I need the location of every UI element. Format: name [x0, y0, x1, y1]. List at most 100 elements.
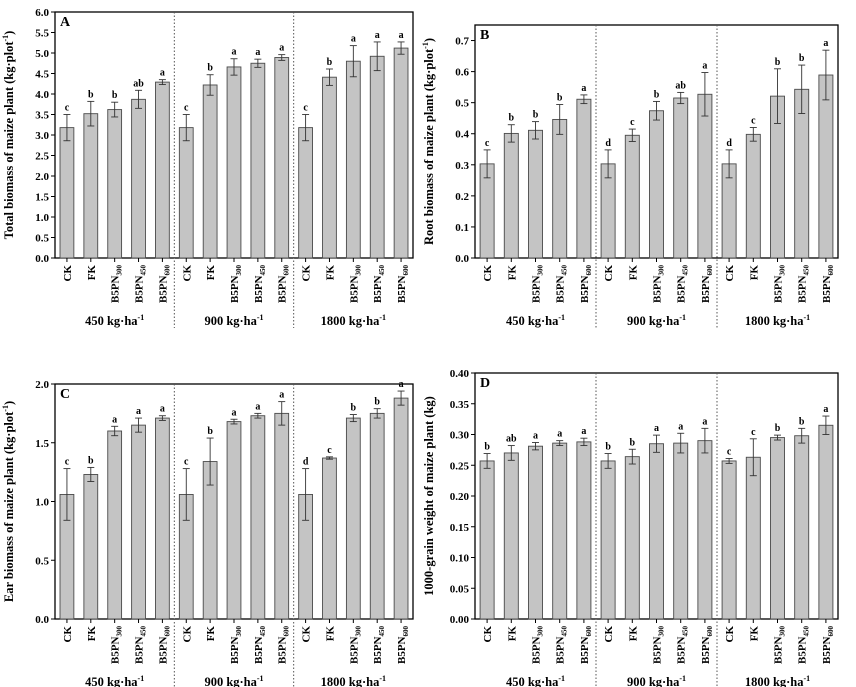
significance-letter: b — [374, 397, 380, 408]
bar — [697, 93, 713, 259]
y-tick-label: 2.0 — [35, 171, 49, 183]
significance-letter: a — [279, 43, 284, 54]
y-tick-label: 0.2 — [455, 191, 469, 203]
category-label: FK — [205, 626, 217, 642]
category-label: B5PN600 — [579, 626, 593, 665]
y-tick-label: 2.0 — [35, 379, 49, 391]
category-label: B5PN600 — [277, 265, 291, 304]
bar — [322, 457, 337, 620]
bar — [673, 97, 689, 259]
y-tick-label: 6.0 — [35, 7, 49, 19]
category-label: CK — [724, 265, 736, 282]
y-axis-label: Ear biomass of maize plant (kg·plot-1) — [1, 401, 16, 602]
category-label: B5PN600 — [157, 626, 171, 665]
significance-letter: b — [605, 442, 611, 453]
category-label: CK — [181, 626, 193, 643]
y-tick-label: 0.25 — [450, 460, 470, 472]
bar — [202, 84, 218, 259]
bar — [274, 57, 290, 259]
bar — [552, 442, 568, 620]
significance-letter: a — [654, 423, 659, 434]
category-label: CK — [62, 626, 74, 643]
y-tick-label: 3.0 — [35, 130, 49, 142]
significance-letter: d — [726, 138, 732, 149]
significance-letter: b — [533, 110, 539, 121]
panel-label: D — [480, 376, 490, 391]
significance-letter: ab — [133, 78, 144, 89]
y-tick-label: 5.5 — [35, 28, 49, 40]
category-label: FK — [748, 265, 760, 281]
category-label: FK — [748, 626, 760, 642]
category-label: CK — [603, 265, 615, 282]
bar — [155, 417, 170, 620]
category-label: B5PN450 — [555, 626, 569, 665]
category-label: B5PN300 — [773, 626, 787, 665]
y-tick-label: 0.35 — [450, 399, 470, 411]
category-label: CK — [301, 265, 313, 282]
category-label: B5PN300 — [229, 265, 243, 304]
bar — [770, 437, 785, 620]
significance-letter: a — [136, 406, 141, 417]
category-label: B5PN450 — [253, 265, 267, 304]
significance-letter: b — [351, 403, 357, 414]
group-label: 450 kg·ha-1 — [506, 674, 565, 687]
significance-letter: c — [727, 446, 732, 457]
bar — [369, 412, 385, 620]
y-tick-label: 0.5 — [35, 233, 49, 245]
significance-letter: a — [255, 401, 260, 412]
y-tick-label: 0.30 — [450, 430, 470, 442]
significance-letter: a — [232, 407, 237, 418]
group-label: 900 kg·ha-1 — [627, 313, 686, 328]
significance-letter: a — [533, 430, 538, 441]
category-label: B5PN300 — [773, 265, 787, 304]
y-tick-label: 0.0 — [455, 253, 469, 265]
significance-letter: c — [184, 457, 189, 468]
group-label: 1800 kg·ha-1 — [321, 674, 386, 687]
bar — [479, 460, 495, 620]
category-label: FK — [324, 265, 336, 281]
category-label: FK — [324, 626, 336, 642]
category-label: CK — [482, 265, 494, 282]
bar — [345, 60, 361, 259]
significance-letter: b — [207, 63, 213, 74]
bar — [528, 445, 543, 620]
y-tick-label: 1.5 — [35, 192, 49, 204]
category-label: CK — [724, 626, 736, 643]
significance-letter: d — [303, 457, 309, 468]
group-label: 450 kg·ha-1 — [85, 674, 144, 687]
significance-letter: c — [485, 138, 490, 149]
bar — [624, 456, 640, 620]
bar — [107, 430, 123, 620]
group-label: 450 kg·ha-1 — [85, 313, 144, 328]
significance-letter: ab — [506, 434, 517, 445]
significance-letter: a — [375, 30, 380, 41]
bar — [697, 440, 713, 620]
category-label: CK — [62, 265, 74, 282]
category-label: B5PN300 — [348, 626, 362, 665]
y-tick-label: 0.0 — [35, 614, 49, 626]
significance-letter: c — [65, 457, 70, 468]
category-label: B5PN300 — [531, 265, 545, 304]
bar — [745, 456, 761, 620]
significance-letter: a — [232, 47, 237, 58]
panel-label: C — [60, 387, 70, 402]
y-tick-label: 0.10 — [450, 553, 470, 565]
category-label: B5PN450 — [253, 626, 267, 665]
y-tick-label: 0.3 — [455, 160, 469, 172]
significance-letter: a — [255, 47, 260, 58]
bar — [250, 415, 266, 620]
bar — [226, 66, 242, 259]
category-label: B5PN450 — [676, 626, 690, 665]
y-tick-label: 4.0 — [35, 89, 49, 101]
category-label: B5PN450 — [797, 626, 811, 665]
group-label: 900 kg·ha-1 — [204, 674, 263, 687]
bar — [107, 109, 123, 259]
y-tick-label: 1.0 — [35, 497, 49, 509]
group-label: 1800 kg·ha-1 — [321, 313, 386, 328]
bar — [178, 127, 194, 259]
y-tick-label: 5.0 — [35, 48, 49, 60]
panel-label: B — [480, 28, 489, 43]
bar — [250, 62, 266, 259]
group-label: 900 kg·ha-1 — [204, 313, 263, 328]
